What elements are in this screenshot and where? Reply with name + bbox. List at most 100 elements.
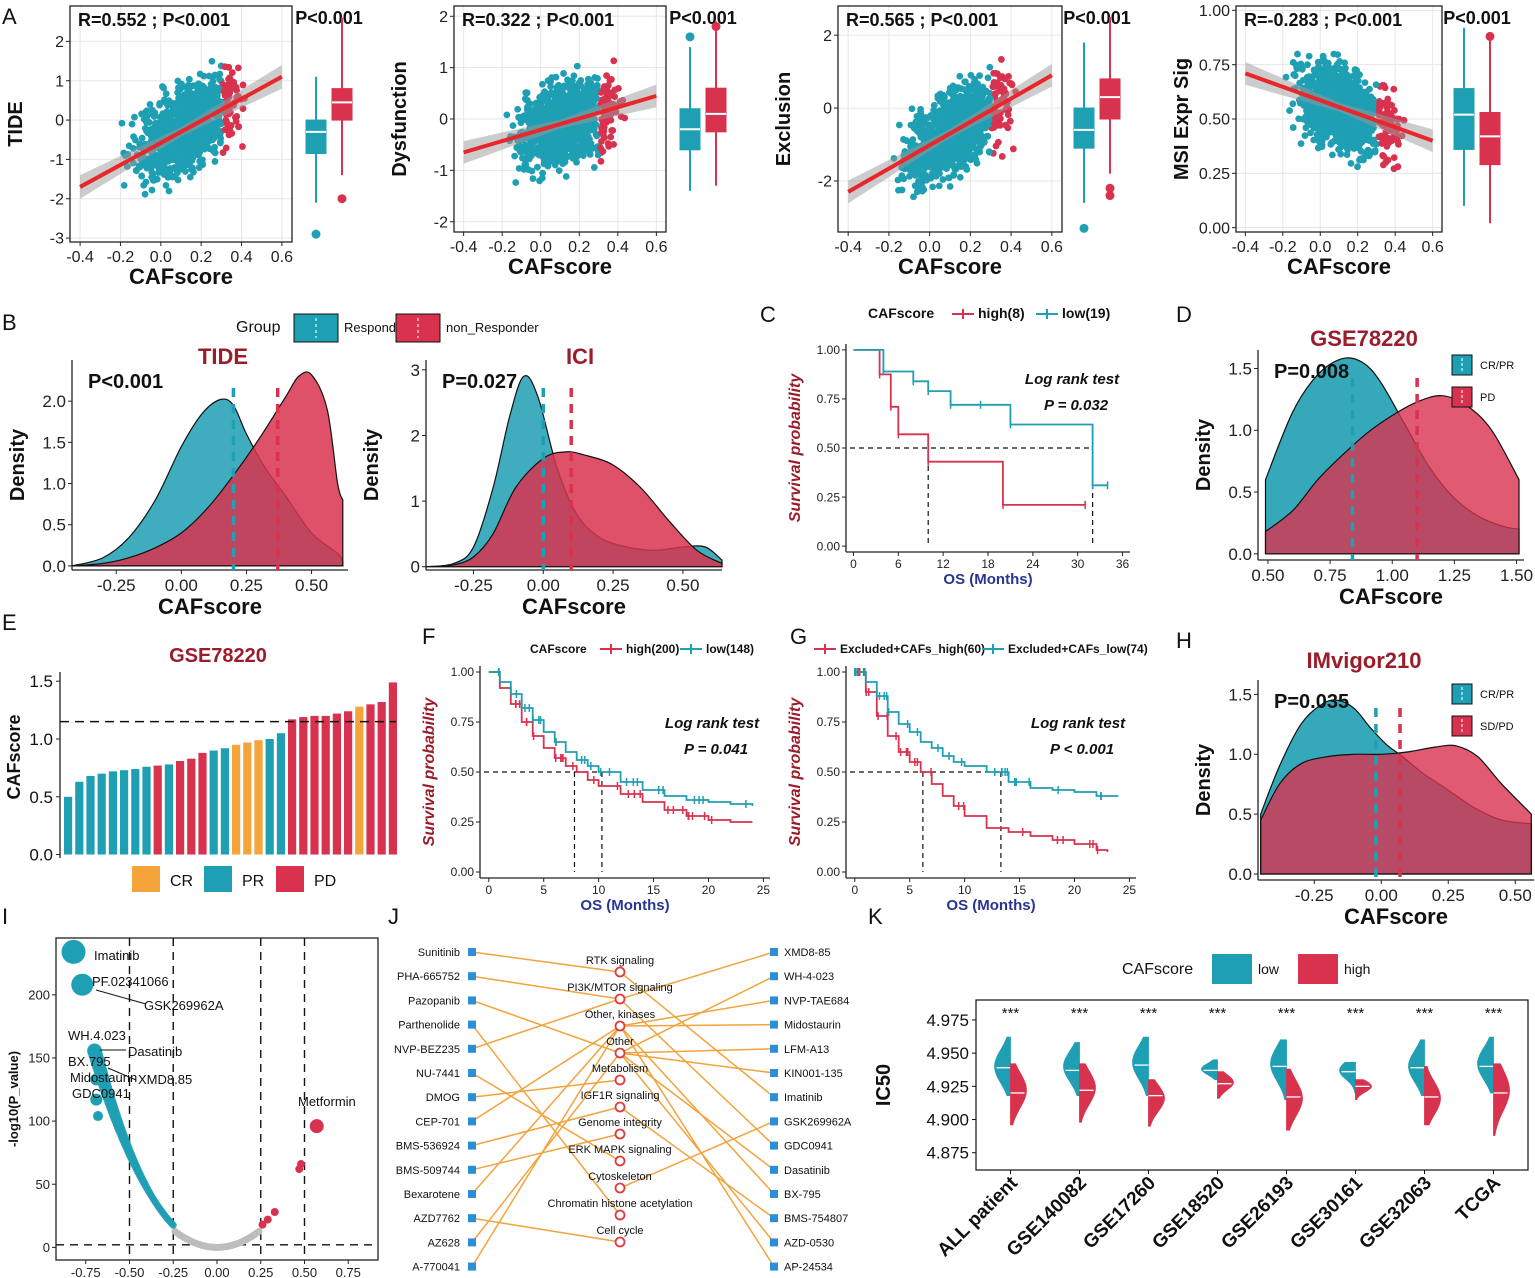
scatter-point [953,147,961,155]
volcano-point-top [90,1093,103,1106]
scatter-point [956,72,964,80]
y-tick-label: -1 [434,163,448,180]
scatter-point [228,69,236,76]
bar [108,771,117,855]
scatter-point [560,70,567,77]
y-axis-title: Survival probability [787,373,804,523]
scatter-point [1307,129,1314,137]
y-tick-label: 0 [43,1240,50,1255]
volcano-points [61,939,324,1251]
scatter-point [201,97,209,105]
scatter-point [964,89,971,97]
scatter-point [512,179,520,186]
bar [243,742,252,855]
scatter-point [544,77,552,85]
scatter-point [538,174,546,182]
scatter-point [1347,142,1355,150]
scatter-point [1316,122,1324,129]
scatter-point [1391,106,1398,114]
scatter-point [995,81,1003,88]
scatter-point [1355,87,1362,94]
y-tick-label: 0.00 [1199,220,1230,237]
violin-half [1079,1063,1096,1123]
y-tick-label: 1.00 [451,665,475,679]
scatter-point [1354,77,1362,85]
scatter-point [1297,140,1305,147]
scatter-point [221,92,229,99]
drug-label-right: LFM-A13 [784,1044,829,1056]
x-tick-label: 0.2 [1347,239,1369,256]
scatter-point [1395,140,1402,148]
density-area-nonresponder [71,371,344,567]
scatter-point [993,120,1001,128]
y-tick-label: 0.75 [817,392,841,406]
scatter-point [1366,125,1373,133]
drug-node [468,972,476,981]
scatter-point [1310,82,1318,90]
x-tick-label: 0.6 [271,249,293,266]
y-tick-label: 200 [28,987,50,1002]
drug-node [468,1020,476,1029]
scatter-point [167,142,175,149]
correlation-annotation: R=0.565 ; P<0.001 [846,10,998,30]
violin-half [1063,1042,1080,1097]
panel-letter-g: G [790,624,807,649]
bar [265,739,274,855]
legend-label: low [1258,961,1280,977]
scatter-point [1388,101,1396,109]
scatter-point [597,128,605,136]
volcano-label: Metformin [298,1094,356,1109]
y-tick-label: 0.0 [1228,865,1252,884]
scatter-point [143,107,151,115]
scatter-point [576,134,584,141]
box-body [305,119,327,154]
scatter-point [939,176,947,183]
scatter-point [976,72,983,80]
scatter-point [227,122,235,129]
scatter-point [1335,138,1343,146]
y-tick-label: 0.25 [817,815,841,829]
drug-node [468,1069,476,1077]
scatter-point [1327,140,1335,148]
drug-node [770,948,778,956]
scatter-point [1339,129,1347,137]
drug-node [770,1238,778,1247]
pathway-node [614,1182,626,1194]
y-tick-label: -1 [50,152,64,169]
bar [220,748,229,855]
x-tick-label: -0.25 [454,576,493,595]
significance-stars: *** [1002,1005,1020,1022]
pathway-link [619,998,775,1147]
y-tick-label: 0.75 [1199,57,1230,74]
scatter-point [553,86,560,94]
scatter-point [1341,65,1348,73]
plot-frame [975,999,1529,1171]
bar [377,702,386,855]
y-tick-label: 4.975 [926,1011,969,1030]
scatter-point [142,113,150,121]
pathway-link [619,999,775,1027]
scatter-point [503,111,511,119]
scatter-point [235,123,242,131]
x-tick-label: 0.4 [230,249,252,266]
x-tick-label: 5 [906,883,913,897]
panel-letter-b: B [2,310,17,335]
y-axis-title: MSI Expr Sig [1171,58,1193,180]
scatter-point [547,157,555,165]
scatter-point [527,117,535,125]
scatter-point [165,187,173,195]
panel-letters: A B C D E F G H I J K [2,4,1192,929]
scatter-point [1317,73,1325,81]
pathway-link [471,1079,621,1098]
x-tick-label: 0.50 [1499,886,1532,905]
scatter-point [151,155,159,162]
scatter-point [239,143,246,150]
scatter-point [208,57,216,65]
drug-label-right: Imatinib [784,1092,823,1104]
drug-label-right: WH-4-023 [784,971,834,983]
scatter-point [949,82,957,90]
x-tick-label: 0.2 [959,239,981,256]
x-tick-label: 0.50 [666,576,699,595]
scatter-point [1301,132,1309,140]
